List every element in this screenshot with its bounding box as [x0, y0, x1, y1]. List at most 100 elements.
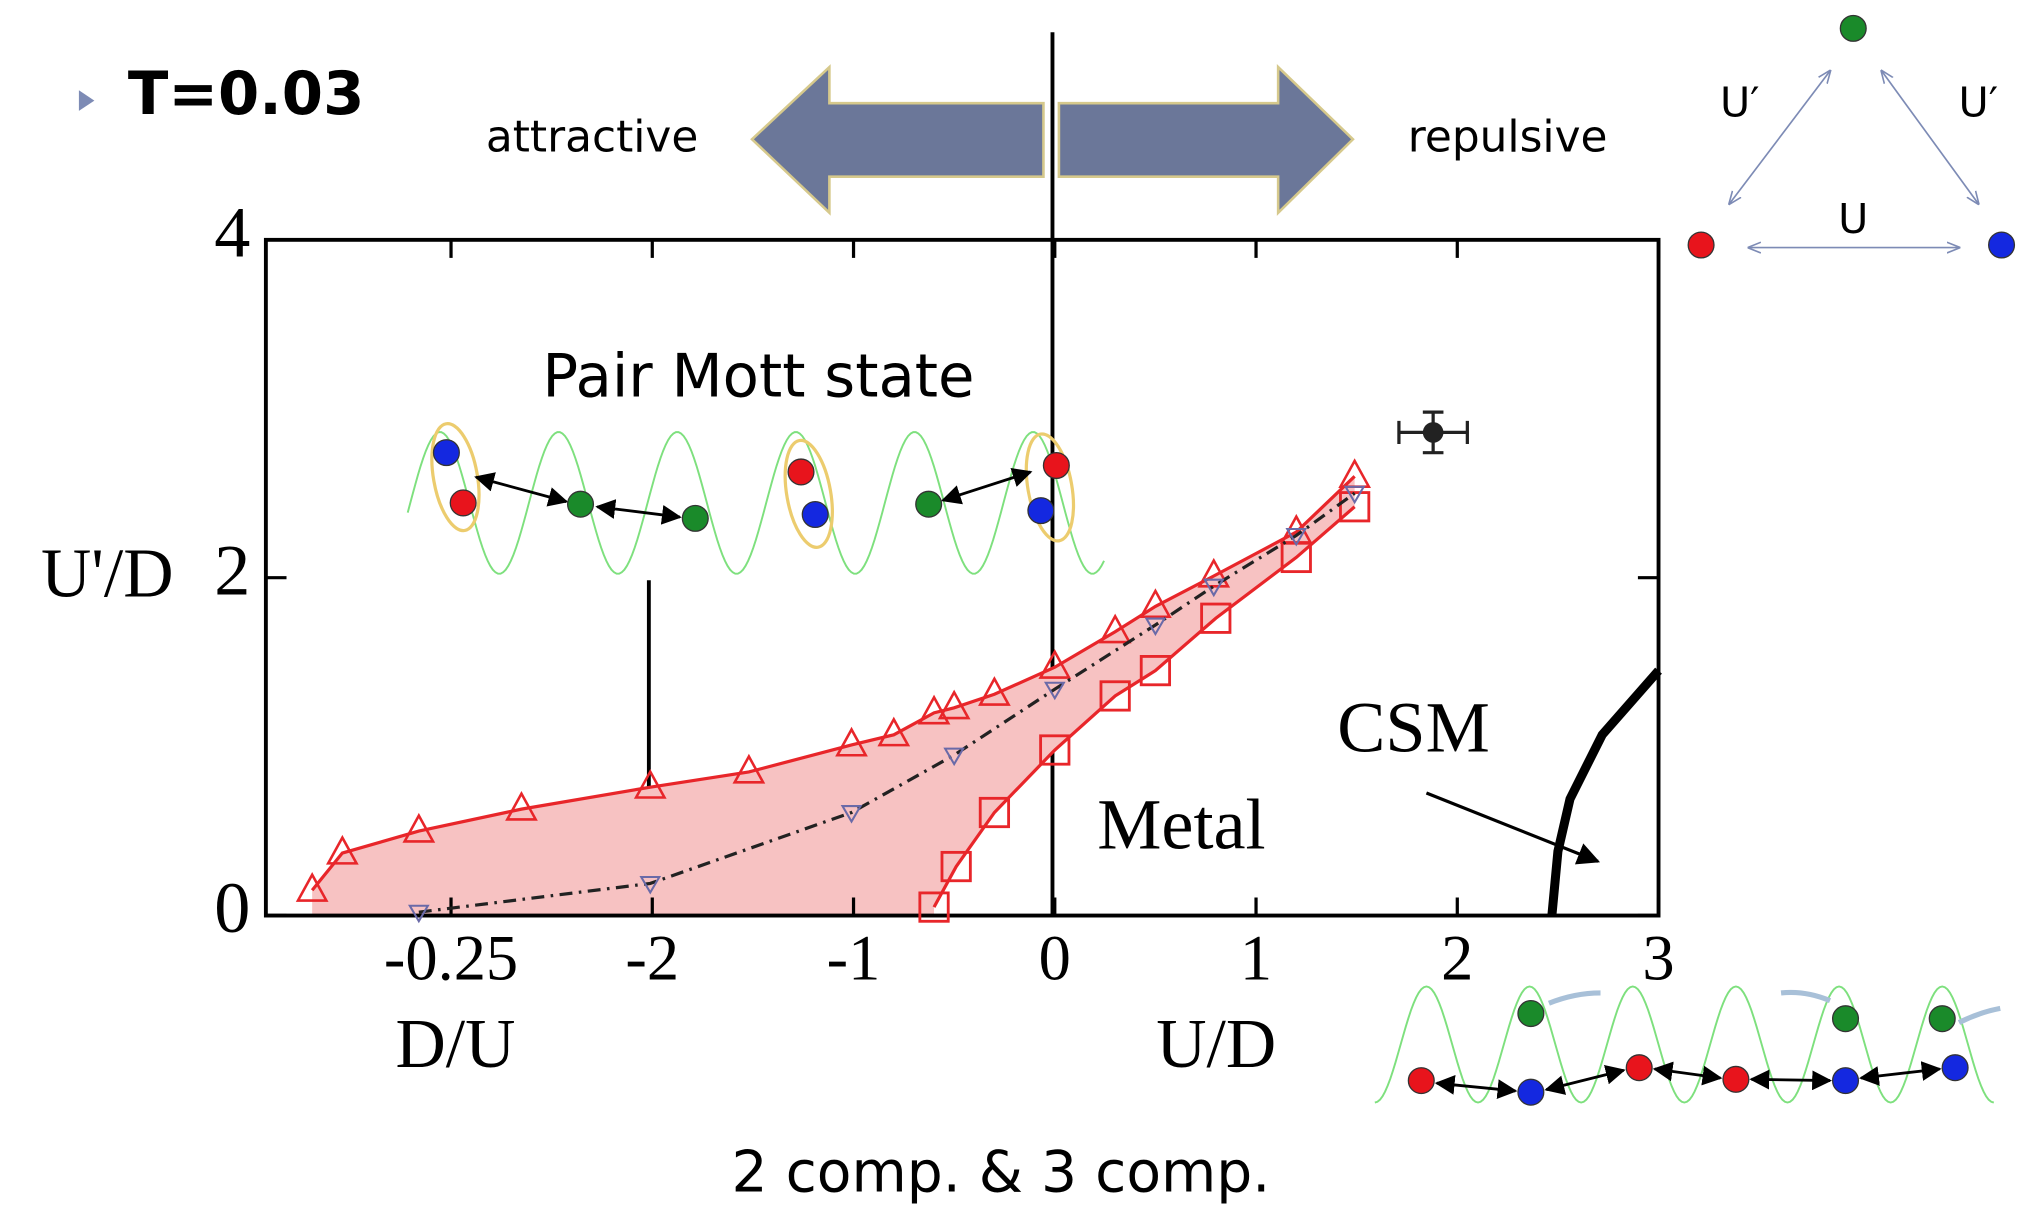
- marker: [937, 689, 971, 720]
- series-line: [418, 491, 1356, 914]
- particle: [1988, 231, 2016, 259]
- drift-arrow: [1780, 989, 1832, 1004]
- marker: [1200, 602, 1232, 634]
- annotation: Metal: [1097, 784, 1265, 864]
- marker: [1285, 527, 1308, 547]
- hop-arrow: [1434, 1075, 1518, 1100]
- x-tick-label: 1: [1240, 922, 1272, 993]
- annotation: Pair Mott state: [542, 342, 974, 411]
- marker: [295, 872, 329, 902]
- particle: [449, 489, 477, 517]
- marker: [1038, 649, 1072, 679]
- series-line: [310, 475, 1356, 892]
- particle: [1722, 1065, 1750, 1093]
- hop-arrow: [940, 468, 1033, 505]
- annotation: CSM: [1337, 688, 1490, 768]
- marker: [1202, 578, 1225, 598]
- particle: [1839, 14, 1867, 42]
- marker: [1343, 485, 1366, 505]
- coexistence-region: [312, 476, 1355, 916]
- x-tick-label: 0: [1039, 922, 1071, 993]
- x-tick-label: -2: [625, 922, 679, 993]
- marker: [633, 769, 667, 799]
- hop-arrow: [595, 499, 682, 525]
- marker: [1098, 613, 1132, 644]
- marker: [840, 805, 863, 824]
- hop-arrow: [1749, 1069, 1833, 1091]
- marker: [639, 875, 662, 895]
- lattice-potential: [1374, 985, 1995, 1104]
- y-axis-label: U'/D: [41, 535, 173, 612]
- particle: [1407, 1067, 1435, 1095]
- marker: [978, 796, 1011, 829]
- marker: [978, 676, 1011, 706]
- y-tick-label: 4: [214, 192, 250, 272]
- edge-label: U′: [1720, 79, 1760, 127]
- particle: [566, 490, 595, 518]
- marker: [1099, 680, 1131, 712]
- marker: [918, 891, 950, 923]
- particle: [1831, 1067, 1860, 1095]
- marker: [1039, 734, 1071, 766]
- series-line: [1547, 667, 1662, 916]
- edge-arrow: [1729, 71, 1830, 204]
- edge-label: U′: [1959, 79, 1999, 127]
- hop-arrow: [1652, 1061, 1723, 1086]
- x-tick-label: -1: [827, 922, 881, 993]
- marker: [1197, 557, 1231, 588]
- hop-arrow: [474, 472, 569, 507]
- series-line: [932, 505, 1356, 908]
- marker: [732, 753, 766, 784]
- marker: [1139, 655, 1172, 687]
- particle: [1517, 1078, 1545, 1106]
- hop-arrow: [1544, 1064, 1626, 1095]
- marker: [1339, 491, 1371, 523]
- particle: [432, 439, 460, 467]
- marker: [940, 850, 972, 883]
- marker: [835, 726, 868, 757]
- attractive-label: attractive: [486, 111, 698, 162]
- lattice-potential: [406, 431, 1105, 575]
- x-tick-label: 2: [1441, 922, 1473, 993]
- repulsive-label: repulsive: [1408, 111, 1608, 162]
- marker: [943, 747, 965, 767]
- edge-arrow: [1882, 71, 1979, 204]
- endpoint: [1422, 422, 1444, 443]
- caption: 2 comp. & 3 comp.: [731, 1140, 1270, 1206]
- particle: [787, 458, 815, 486]
- x-tick-label: 3: [1642, 922, 1674, 993]
- x-tick-label: -0.25: [384, 922, 518, 993]
- marker: [408, 904, 430, 924]
- temperature: T=0.03: [128, 59, 364, 128]
- csm-arrow: [1425, 791, 1601, 865]
- particle: [1625, 1054, 1653, 1082]
- marker: [325, 834, 359, 865]
- drift-arrow: [1547, 990, 1601, 1006]
- particle: [681, 504, 709, 532]
- hop-arrow: [1859, 1061, 1942, 1086]
- particle: [1928, 1005, 1956, 1033]
- y-tick-label: 0: [214, 868, 250, 948]
- left-arrow: [750, 64, 1045, 216]
- pair-ring: [1024, 432, 1076, 543]
- marker: [917, 694, 951, 725]
- particle: [1941, 1054, 1969, 1082]
- right-arrow: [1057, 64, 1355, 216]
- particle: [915, 490, 943, 518]
- marker: [1139, 588, 1172, 619]
- pair-ring: [783, 438, 834, 549]
- particle: [1042, 451, 1070, 480]
- marker: [1043, 681, 1066, 701]
- particle: [1027, 497, 1055, 525]
- marker: [402, 812, 436, 843]
- particle: [1517, 1000, 1545, 1028]
- particle: [801, 500, 829, 529]
- x-axis-label: U/D: [1156, 1006, 1276, 1083]
- drift-arrow: [1957, 1005, 2001, 1025]
- particle: [1831, 1005, 1860, 1033]
- marker: [505, 790, 538, 821]
- x-axis-label: D/U: [395, 1006, 515, 1083]
- y-tick-label: 2: [214, 530, 250, 610]
